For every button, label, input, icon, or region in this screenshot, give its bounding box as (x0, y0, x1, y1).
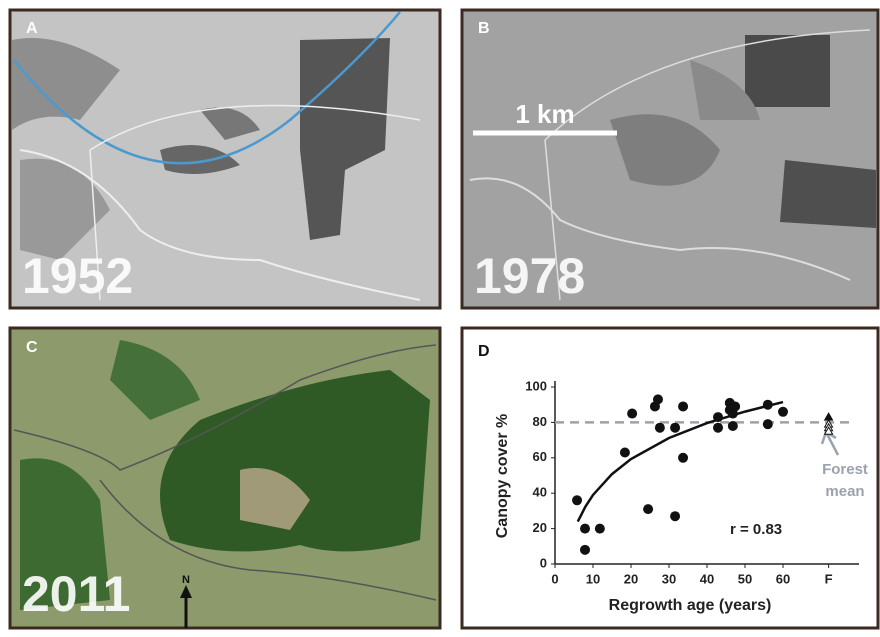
year-label: 1978 (474, 248, 585, 304)
point (763, 400, 773, 410)
point (678, 401, 688, 411)
point (627, 409, 637, 419)
point (728, 421, 738, 431)
reference-label: Forest (822, 461, 868, 478)
x-tick-label: 20 (624, 571, 638, 586)
panel-label: A (26, 20, 38, 37)
point (730, 401, 740, 411)
point (778, 407, 788, 417)
x-tick-label: 0 (551, 571, 558, 586)
annotation: r = 0.83 (730, 521, 782, 538)
point (763, 419, 773, 429)
point (643, 504, 653, 514)
year-label: 1952 (22, 248, 133, 304)
point (580, 545, 590, 555)
y-tick-label: 0 (540, 555, 547, 570)
x-tick-label: 40 (700, 571, 714, 586)
x-tick-label: 50 (738, 571, 752, 586)
x-tick-label: F (825, 571, 833, 586)
y-tick-label: 60 (533, 449, 547, 464)
point (713, 423, 723, 433)
x-tick-label: 10 (586, 571, 600, 586)
figure: A 1952 B 1 km 1978 C N 2011 D r = 0.83 R… (0, 0, 880, 632)
scale-label: 1 km (515, 99, 574, 129)
y-tick-label: 80 (533, 414, 547, 429)
y-tick-label: 100 (525, 378, 547, 393)
point (670, 511, 680, 521)
year-label: 2011 (22, 566, 130, 622)
point (670, 423, 680, 433)
panel-label: C (26, 339, 38, 356)
panel-label: D (478, 343, 490, 360)
point (572, 495, 582, 505)
x-tick-label: 60 (776, 571, 790, 586)
point (595, 524, 605, 534)
point (713, 412, 723, 422)
x-tick-label: 30 (662, 571, 676, 586)
point (580, 524, 590, 534)
reference-label: mean (825, 483, 864, 500)
y-tick-label: 40 (533, 485, 547, 500)
point (620, 447, 630, 457)
x-axis-label: Regrowth age (years) (609, 597, 772, 614)
y-axis-label: Canopy cover % (494, 414, 511, 538)
point (653, 394, 663, 404)
point (678, 453, 688, 463)
north-label: N (182, 574, 190, 586)
point (655, 423, 665, 433)
panel-label: B (478, 20, 490, 37)
y-tick-label: 20 (533, 520, 547, 535)
